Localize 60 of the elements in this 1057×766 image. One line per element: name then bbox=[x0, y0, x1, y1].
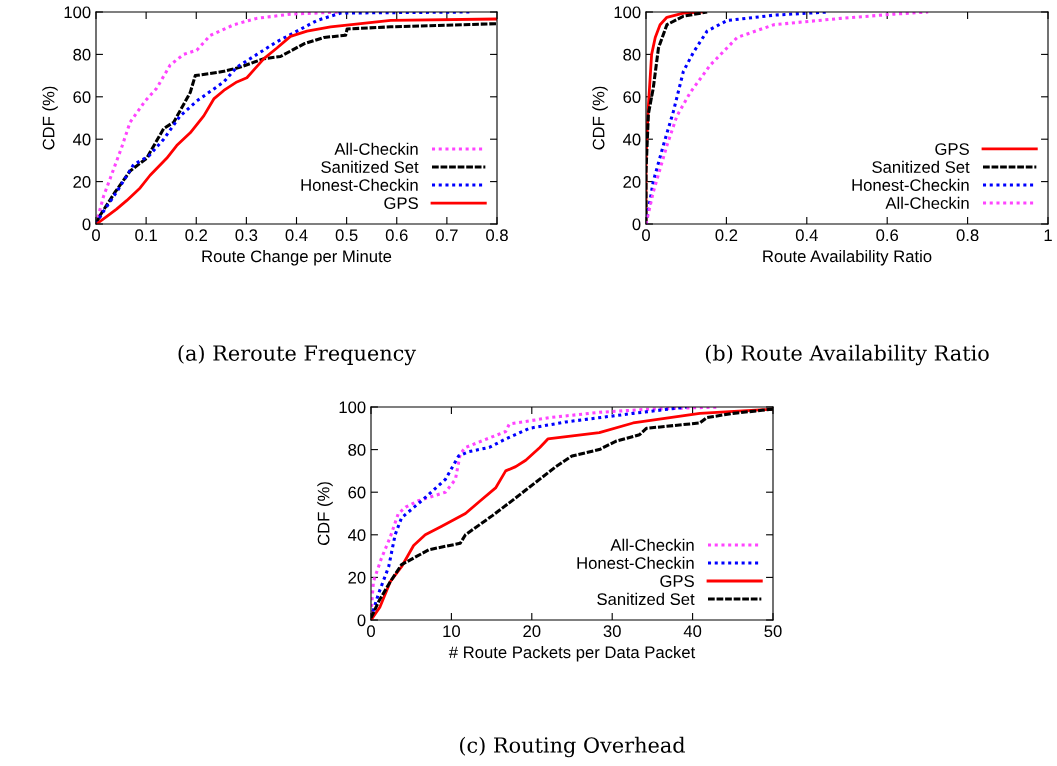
y-axis-title: CDF (%) bbox=[592, 86, 608, 150]
x-tick-label: 0.6 bbox=[385, 229, 408, 242]
y-tick-label: 100 bbox=[614, 6, 641, 19]
y-tick-label: 0 bbox=[357, 614, 366, 627]
legend-label: All-Checkin bbox=[334, 142, 418, 155]
y-tick-label: 20 bbox=[623, 176, 641, 188]
x-tick-label: 0.5 bbox=[335, 229, 358, 242]
x-tick-label: 0.2 bbox=[185, 229, 207, 242]
x-tick-label: 0.1 bbox=[135, 229, 157, 242]
y-tick-label: 60 bbox=[73, 91, 91, 103]
y-tick-label: 80 bbox=[348, 444, 366, 456]
y-tick-label: 20 bbox=[348, 571, 366, 584]
text: (c) Routing Overhead bbox=[460, 736, 686, 758]
text: (b) Route Availability Ratio bbox=[705, 344, 989, 366]
x-tick-label: 0 bbox=[92, 229, 100, 242]
legend-label: GPS bbox=[935, 143, 969, 155]
x-tick-label: 40 bbox=[683, 625, 702, 638]
x-tick-label: 0.8 bbox=[956, 229, 979, 242]
y-tick-label: 60 bbox=[623, 91, 641, 103]
legend-label: All-Checkin bbox=[610, 538, 694, 551]
x-tick-label: 0.6 bbox=[876, 229, 899, 242]
y-tick-label: 100 bbox=[339, 401, 366, 414]
legend-label: GPS bbox=[660, 575, 694, 587]
x-tick-label: 0.8 bbox=[486, 229, 508, 242]
y-tick-label: 100 bbox=[64, 6, 91, 19]
x-tick-label: 0 bbox=[642, 229, 650, 242]
x-tick-label: 0.7 bbox=[435, 229, 458, 242]
y-tick-label: 40 bbox=[72, 133, 91, 146]
x-tick-label: 0.4 bbox=[285, 229, 308, 242]
x-axis-title: # Route Packets per Data Packet bbox=[448, 645, 696, 662]
y-axis-title: CDF (%) bbox=[317, 482, 333, 546]
x-tick-label: 1 bbox=[1044, 229, 1052, 241]
legend-label: Honest-Checkin bbox=[577, 556, 694, 569]
legend-label: Honest-Checkin bbox=[852, 178, 969, 191]
legend-label: Sanitized Set bbox=[321, 160, 419, 173]
y-tick-label: 60 bbox=[348, 486, 366, 499]
y-tick-label: 0 bbox=[632, 218, 641, 231]
x-tick-label: 0.2 bbox=[715, 229, 738, 242]
x-axis-title: Route Availability Ratio bbox=[763, 249, 932, 266]
x-tick-label: 20 bbox=[523, 625, 541, 638]
legend-label: Honest-Checkin bbox=[301, 178, 418, 191]
x-axis-title: Route Change per Minute bbox=[202, 249, 392, 266]
y-tick-label: 0 bbox=[82, 218, 91, 231]
legend-label: GPS bbox=[384, 197, 418, 210]
text: (a) Reroute Frequency bbox=[178, 344, 417, 366]
x-tick-label: 0.4 bbox=[795, 229, 818, 242]
legend-label: Sanitized Set bbox=[872, 160, 970, 173]
y-tick-label: 20 bbox=[73, 176, 91, 188]
legend-label: Sanitized Set bbox=[597, 592, 695, 606]
x-tick-label: 30 bbox=[603, 625, 621, 638]
y-axis-title: CDF (%) bbox=[42, 86, 58, 150]
x-tick-label: 10 bbox=[443, 625, 461, 638]
x-tick-label: 0.3 bbox=[235, 229, 258, 242]
y-tick-label: 40 bbox=[347, 529, 366, 541]
y-tick-label: 40 bbox=[622, 133, 641, 146]
x-tick-label: 0 bbox=[367, 625, 375, 638]
y-tick-label: 80 bbox=[623, 48, 641, 61]
x-tick-label: 50 bbox=[764, 625, 782, 638]
y-tick-label: 80 bbox=[73, 48, 91, 61]
legend-label: All-Checkin bbox=[885, 196, 969, 210]
